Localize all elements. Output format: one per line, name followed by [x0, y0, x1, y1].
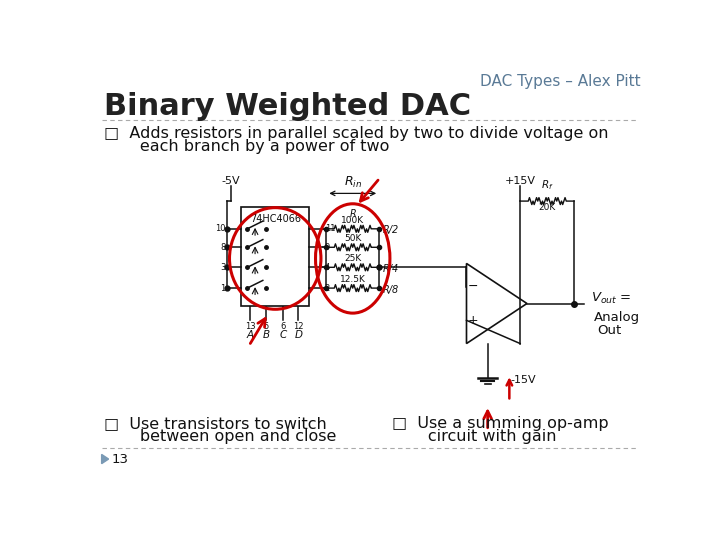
- Text: 12.5K: 12.5K: [340, 275, 366, 284]
- Text: +15V: +15V: [505, 176, 536, 186]
- Text: 12: 12: [293, 322, 304, 331]
- Text: R/2: R/2: [383, 225, 399, 235]
- Text: 9: 9: [325, 243, 330, 252]
- Text: 11: 11: [325, 224, 336, 233]
- Text: between open and close: between open and close: [104, 429, 336, 444]
- Text: R: R: [349, 209, 356, 219]
- Text: □  Adds resistors in parallel scaled by two to divide voltage on: □ Adds resistors in parallel scaled by t…: [104, 126, 608, 141]
- Text: 6: 6: [280, 322, 286, 331]
- Text: R/4: R/4: [383, 264, 399, 274]
- Text: DAC Types – Alex Pitt: DAC Types – Alex Pitt: [480, 74, 640, 89]
- Bar: [241, 207, 310, 306]
- Text: +: +: [467, 314, 478, 327]
- Text: 4: 4: [325, 263, 330, 272]
- Text: □  Use transistors to switch: □ Use transistors to switch: [104, 416, 327, 431]
- Text: 13: 13: [245, 322, 256, 331]
- Text: B: B: [262, 330, 269, 340]
- Text: Analog: Analog: [594, 311, 640, 324]
- Text: D: D: [294, 330, 302, 340]
- Text: 1: 1: [220, 284, 225, 293]
- Text: 8: 8: [220, 243, 225, 252]
- Text: □  Use a summing op-amp: □ Use a summing op-amp: [392, 416, 609, 431]
- Text: $V_{out}$ =: $V_{out}$ =: [590, 292, 631, 306]
- Text: 20K: 20K: [539, 204, 556, 212]
- Text: 5: 5: [264, 322, 269, 331]
- Text: 25K: 25K: [344, 254, 361, 264]
- Text: Out: Out: [597, 323, 621, 336]
- Text: $R_{in}$: $R_{in}$: [343, 175, 361, 190]
- Text: Binary Weighted DAC: Binary Weighted DAC: [104, 92, 471, 121]
- Text: 74HC4066: 74HC4066: [250, 214, 301, 224]
- Text: C: C: [279, 330, 287, 340]
- Polygon shape: [102, 455, 109, 464]
- Text: circuit with gain: circuit with gain: [392, 429, 557, 444]
- Text: -15V: -15V: [511, 375, 536, 384]
- Text: 100K: 100K: [341, 216, 364, 225]
- Text: -5V: -5V: [222, 176, 240, 186]
- Text: 2: 2: [325, 284, 330, 293]
- Text: 13: 13: [112, 453, 129, 465]
- Text: 10: 10: [215, 224, 225, 233]
- Text: A: A: [247, 330, 254, 340]
- Text: −: −: [467, 280, 478, 293]
- Text: 3: 3: [220, 263, 225, 272]
- Text: R/8: R/8: [383, 285, 399, 295]
- Text: $R_f$: $R_f$: [541, 178, 554, 192]
- Text: 50K: 50K: [344, 234, 361, 244]
- Text: each branch by a power of two: each branch by a power of two: [104, 139, 390, 154]
